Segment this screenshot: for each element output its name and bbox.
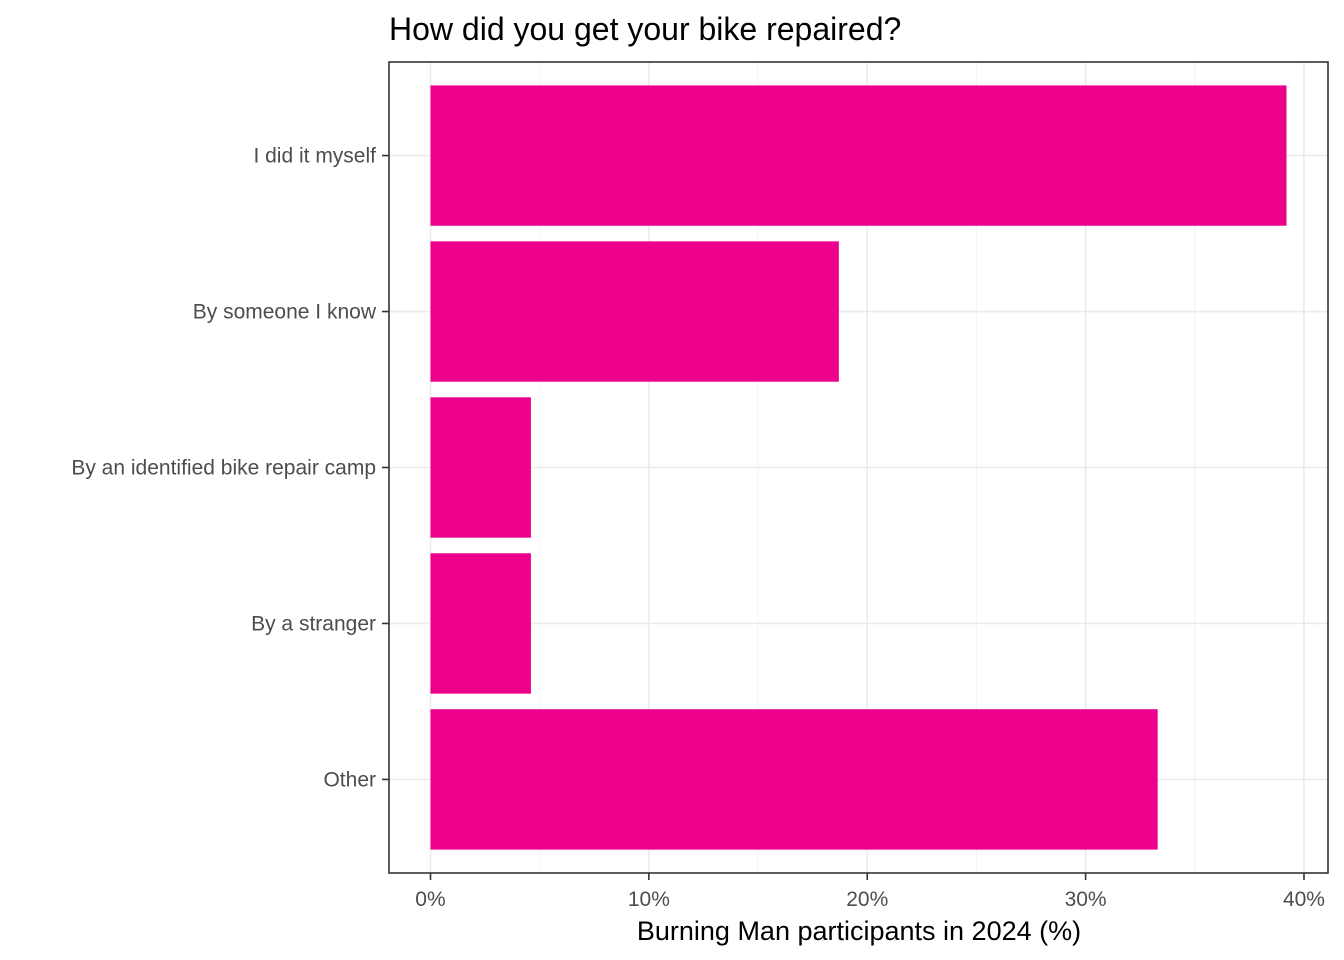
x-tick-label: 20% [846, 888, 888, 911]
y-axis: I did it myself By someone I know By an id… [71, 145, 389, 791]
y-tick-label: Other [323, 768, 376, 791]
chart-title: How did you get your bike repaired? [389, 11, 901, 47]
y-tick-label: By someone I know [193, 301, 377, 324]
bar [430, 709, 1158, 850]
x-tick-label: 40% [1283, 888, 1325, 911]
y-tick-label: By an identified bike repair camp [71, 457, 376, 480]
x-tick-label: 30% [1065, 888, 1107, 911]
bar [430, 397, 531, 538]
bar [430, 553, 531, 694]
bar [430, 85, 1287, 226]
y-tick-label: I did it myself [253, 145, 376, 168]
x-tick-label: 0% [415, 888, 445, 911]
x-tick-label: 10% [628, 888, 670, 911]
bar [430, 241, 839, 382]
x-axis: 0% 10% 20% 30% 40% [415, 873, 1325, 911]
x-axis-title: Burning Man participants in 2024 (%) [637, 916, 1081, 946]
bars [430, 85, 1287, 850]
y-tick-label: By a stranger [251, 612, 376, 635]
